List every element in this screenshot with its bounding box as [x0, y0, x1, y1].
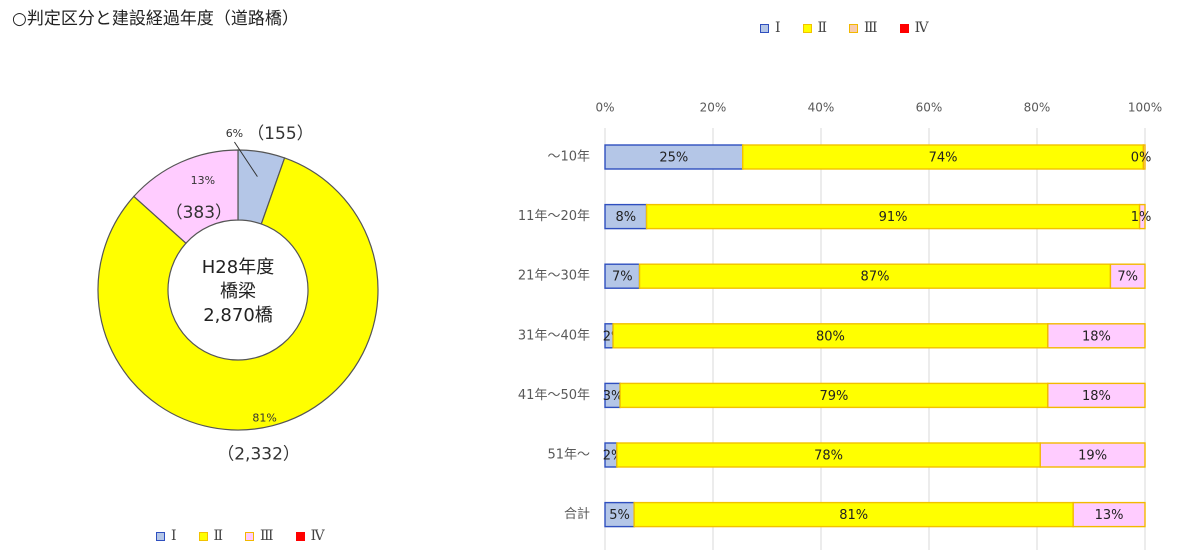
legend-label-iv: Ⅳ [914, 20, 929, 36]
bar-segment [1072, 501, 1146, 528]
donut-center-label-line-3: 2,870橋 [203, 305, 273, 326]
bar-data-label: 3% [603, 389, 624, 404]
category-label: 41年～50年 [518, 388, 590, 403]
bar-data-label: 0% [1131, 151, 1152, 166]
bar-data-label: 79% [820, 389, 849, 404]
legend-label-iii: Ⅲ [864, 20, 878, 36]
legend-swatch-ii [802, 23, 812, 33]
legend-swatch-iv [899, 23, 909, 33]
bar-data-label: 5% [609, 508, 630, 523]
legend-label-i: Ⅰ [775, 20, 781, 36]
category-label: ～10年 [547, 150, 590, 165]
bar-data-label: 7% [1117, 270, 1138, 285]
x-tick-label: 0% [595, 101, 614, 115]
page-title: ○判定区分と建設経過年度（道路橋） [12, 9, 299, 29]
bar-segment [612, 323, 1049, 349]
bar-data-label: 1% [1131, 210, 1152, 225]
legend-item-iv: Ⅳ [295, 528, 325, 544]
legend-label-iii: Ⅲ [260, 528, 274, 544]
donut-legend: Ⅰ Ⅱ Ⅲ Ⅳ [156, 528, 347, 544]
legend-swatch-i [156, 531, 165, 541]
donut-slice-3 [133, 149, 239, 245]
bar-segment [1039, 442, 1146, 468]
bar-data-label: 18% [1082, 329, 1111, 344]
legend-swatch-iii [245, 531, 255, 541]
legend-item-i: Ⅰ [156, 528, 177, 544]
slice-iii-count-label: （383） [166, 203, 232, 223]
category-label: 11年～20年 [518, 209, 590, 224]
bar-segment [638, 263, 1112, 289]
legend-swatch-ii [198, 531, 208, 541]
bar-data-label: 25% [659, 151, 688, 166]
x-tick-label: 60% [916, 101, 943, 115]
legend-item-iii: Ⅲ [849, 20, 878, 36]
legend-label-ii: Ⅱ [817, 20, 828, 36]
legend-item-iv: Ⅳ [899, 20, 929, 36]
bar-segment [1109, 263, 1146, 289]
legend-swatch-iii [849, 23, 859, 33]
bar-data-label: 74% [929, 151, 958, 166]
bar-data-label: 91% [879, 210, 908, 225]
legend-item-i: Ⅰ [760, 20, 781, 36]
bar-data-label: 18% [1082, 389, 1111, 404]
category-label: 21年～30年 [518, 269, 590, 284]
slice-ii-percent-label: 81% [252, 411, 276, 424]
bar-data-label: 13% [1095, 508, 1124, 523]
bar-segment [616, 442, 1041, 468]
bar-data-label: 8% [615, 210, 636, 225]
bar-data-label: 19% [1078, 449, 1107, 464]
slice-ii-count-label: （2,332） [217, 444, 300, 464]
donut-center-label-line-1: H28年度 [202, 257, 274, 278]
slice-iii-percent-label: 13% [191, 174, 215, 187]
legend-item-iii: Ⅲ [245, 528, 274, 544]
category-label: 51年～ [547, 448, 590, 463]
bar-segment [604, 203, 648, 230]
slice-i-leader-line [234, 141, 258, 177]
x-tick-label: 40% [808, 101, 835, 115]
legend-label-i: Ⅰ [171, 528, 177, 544]
slice-i-percent-label: 6% [226, 127, 243, 140]
legend-swatch-i [760, 23, 769, 33]
donut-center-label-line-2: 橋梁 [220, 281, 256, 302]
legend-item-ii: Ⅱ [198, 528, 224, 544]
bar-segment [1138, 203, 1146, 230]
category-label: 31年～40年 [518, 328, 590, 343]
x-tick-label: 80% [1024, 101, 1051, 115]
category-label: 合計 [564, 506, 590, 522]
bar-segment [645, 203, 1141, 230]
legend-item-ii: Ⅱ [802, 20, 828, 36]
donut-slice-2 [97, 157, 379, 431]
bar-data-label: 78% [814, 449, 843, 464]
bar-segment [604, 263, 641, 289]
slice-i-count-label: （155） [247, 124, 313, 144]
bar-segment [1047, 323, 1146, 349]
bar-data-label: 80% [816, 329, 845, 344]
bar-segment [1142, 144, 1146, 170]
bar-segment [619, 382, 1049, 409]
x-tick-label: 20% [700, 101, 727, 115]
bar-legend: Ⅰ Ⅱ Ⅲ Ⅳ [760, 20, 951, 36]
legend-swatch-iv [295, 531, 305, 541]
legend-label-ii: Ⅱ [213, 528, 224, 544]
bar-data-label: 7% [612, 270, 633, 285]
bar-segment [1047, 382, 1146, 409]
bar-data-label: 81% [839, 508, 868, 523]
legend-label-iv: Ⅳ [310, 528, 325, 544]
bar-data-label: 87% [861, 270, 890, 285]
x-tick-label: 100% [1128, 101, 1162, 115]
